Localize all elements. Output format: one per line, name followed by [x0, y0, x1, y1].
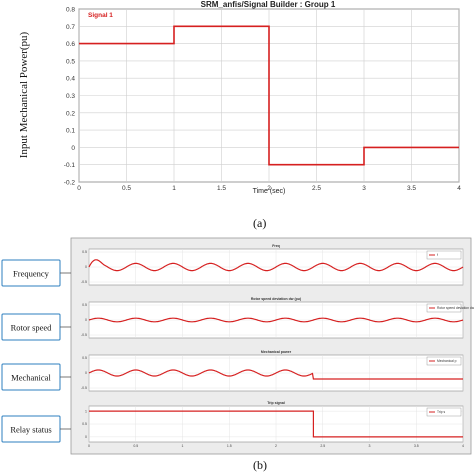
a-ytick-label: 0.4	[66, 76, 75, 83]
scope-signal-line	[88, 369, 463, 380]
b-ytick-label: 0.5	[82, 422, 87, 426]
chart-a-title: SRM_anfis/Signal Builder : Group 1	[201, 0, 336, 9]
chart-a-xlabel: Time (sec)	[253, 188, 286, 195]
b-ytick-label: 0	[85, 371, 87, 375]
a-xtick-label: 0	[77, 185, 81, 192]
a-xtick-label: 0.5	[122, 185, 131, 192]
a-xtick-label: 2.5	[312, 185, 321, 192]
scope-signal-line	[88, 259, 464, 272]
a-ytick-label: 0.5	[66, 58, 75, 65]
b-xtick-label: 0.5	[133, 444, 138, 448]
a-ytick-label: 0.2	[66, 110, 75, 117]
b-xtick-label: 3	[369, 444, 371, 448]
b-xtick-label: 3.5	[414, 444, 419, 448]
a-ytick-label: 0.6	[66, 41, 75, 48]
b-ytick-label: -0.5	[81, 333, 87, 337]
scope-legend	[426, 250, 462, 260]
scope-legend-label: Trip s	[437, 410, 445, 414]
b-ytick-label: 0	[85, 435, 87, 439]
a-xtick-label: 1.5	[217, 185, 226, 192]
chart-a-legend: Signal 1	[88, 12, 113, 19]
scope-signal-line	[88, 317, 464, 323]
scope-legend-label: Rotor speed deviation dw	[437, 306, 474, 310]
b-ytick-label: 0	[85, 318, 87, 322]
caption-a: (a)	[253, 216, 267, 230]
a-xtick-label: 3.5	[407, 185, 416, 192]
panel-title: Trip signal	[267, 401, 285, 405]
b-ytick-label: 1	[85, 409, 87, 413]
a-ytick-label: -0.1	[64, 162, 76, 169]
chart-b: Frequency Freq -0.5 0 0.5 f Rotor speed Rotor s…	[1, 237, 474, 455]
b-ytick-label: -0.5	[81, 280, 87, 284]
panel-title: Freq	[272, 244, 280, 248]
signal-label: Rotor speed	[11, 323, 53, 333]
b-xtick-label: 1	[182, 444, 184, 448]
a-xtick-label: 4	[457, 185, 461, 192]
chart-a-ylabel: Input Mechanical Power(pu)	[18, 31, 30, 158]
b-ytick-label: 0	[85, 265, 87, 269]
b-ytick-label: 0.5	[82, 356, 87, 360]
a-ytick-label: 0	[71, 145, 75, 152]
b-xtick-label: 0	[88, 444, 90, 448]
scope-legend	[426, 356, 462, 366]
b-xtick-label: 1.5	[227, 444, 232, 448]
scope-legend-label: f	[437, 253, 438, 257]
panel-title: Rotor speed deviation dw (pu)	[251, 297, 301, 301]
scope-legend	[426, 407, 462, 417]
a-ytick-label: 0.7	[66, 24, 75, 31]
panel-title: Mechanical power	[261, 350, 292, 354]
b-xtick-label: 2.5	[320, 444, 325, 448]
scope-legend	[426, 303, 462, 313]
a-ytick-label: 0.3	[66, 93, 75, 100]
a-xtick-label: 3	[362, 185, 366, 192]
scope-legend-label: Mechanical p	[437, 359, 457, 363]
a-xtick-label: 1	[172, 185, 176, 192]
signal-label: Mechanical	[11, 373, 51, 383]
b-xtick-label: 2	[275, 444, 277, 448]
signal-label: Relay status	[10, 425, 51, 435]
signal-label: Frequency	[13, 269, 50, 279]
b-xtick-label: 4	[462, 444, 464, 448]
b-ytick-label: 0.5	[82, 250, 87, 254]
a-ytick-label: -0.2	[64, 180, 76, 187]
b-ytick-label: -0.5	[81, 386, 87, 390]
chart-a: SRM_anfis/Signal Builder : Group 1 -0.2 -…	[18, 0, 461, 195]
b-ytick-label: 0.5	[82, 303, 87, 307]
a-xtick-label: 2	[267, 185, 271, 192]
signal-1-line	[79, 25, 459, 166]
scope-signal-line	[89, 410, 463, 438]
a-ytick-label: 0.1	[66, 128, 75, 135]
a-ytick-label: 0.8	[66, 7, 75, 14]
caption-b: (b)	[253, 458, 267, 472]
